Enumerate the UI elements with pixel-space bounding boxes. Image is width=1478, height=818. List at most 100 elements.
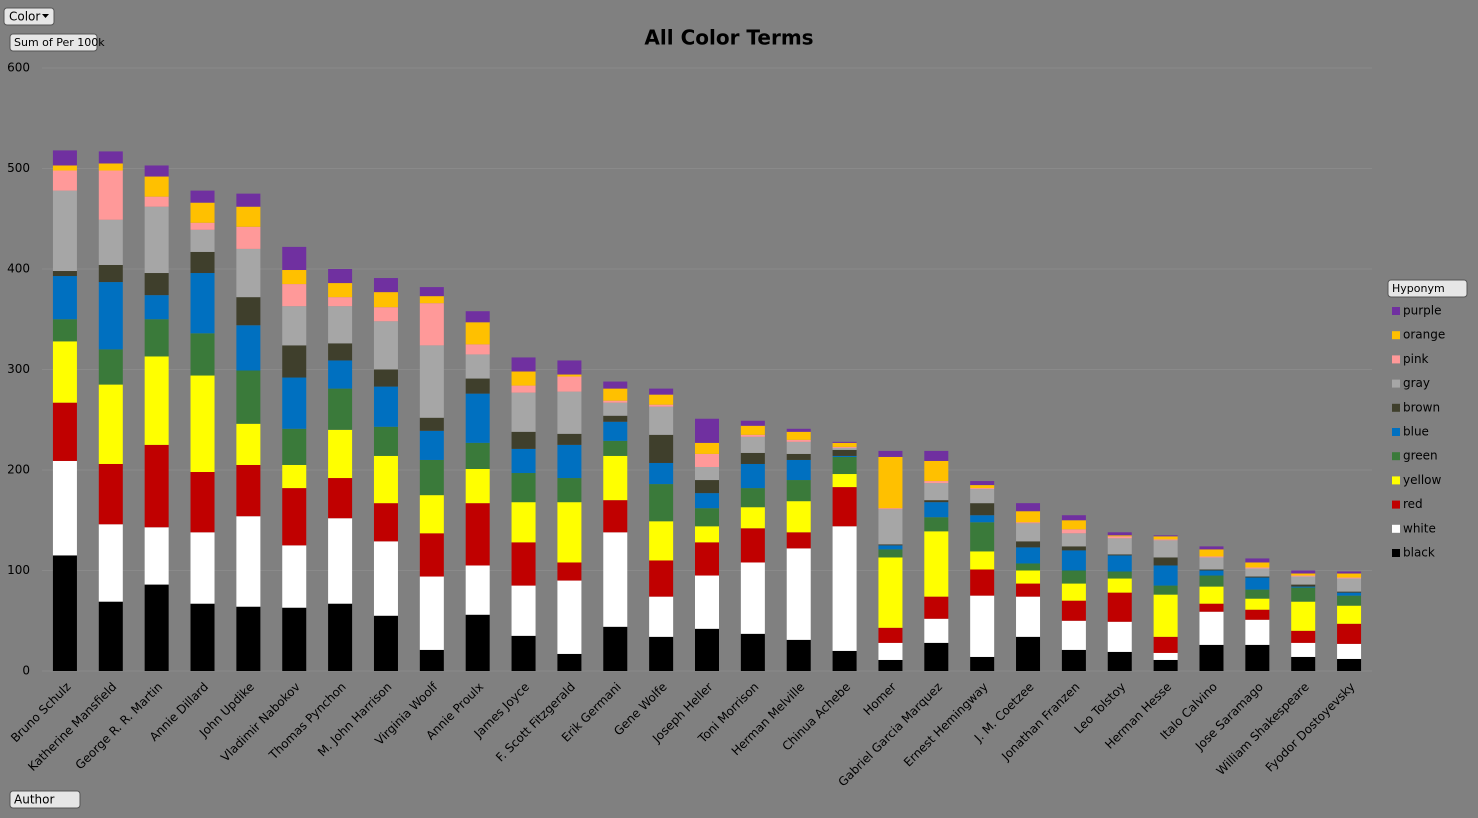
bar-segment — [970, 522, 995, 552]
bar-segment — [511, 392, 536, 432]
bar-segment — [557, 360, 582, 375]
bar-segment — [1016, 523, 1041, 542]
bar-segment — [1337, 605, 1362, 624]
bar-segment — [740, 425, 765, 435]
bar-segment — [786, 428, 811, 432]
bar-segment — [557, 478, 582, 503]
bar-segment — [740, 528, 765, 563]
bar-segment — [190, 273, 215, 334]
legend-label: yellow — [1403, 473, 1441, 487]
bar-segment — [465, 378, 490, 394]
bar-segment — [144, 273, 169, 296]
bar-segment — [649, 434, 674, 463]
bar-segment — [924, 596, 949, 619]
bar-segment — [603, 532, 628, 627]
bar-segment — [1061, 546, 1086, 551]
bar-segment — [1337, 592, 1362, 596]
bar-segment — [511, 385, 536, 393]
bar-segment — [144, 584, 169, 671]
axis-field-label: Author — [14, 793, 54, 807]
bar-segment — [1016, 636, 1041, 671]
value-field-button[interactable] — [9, 33, 98, 52]
bar-segment — [695, 480, 719, 494]
legend-label: gray — [1403, 376, 1430, 390]
bar-segment — [786, 639, 811, 671]
bar-segment — [970, 569, 995, 596]
bar-segment — [52, 271, 77, 277]
axis-field-button[interactable] — [9, 790, 81, 809]
bar-segment — [603, 421, 628, 441]
bar-segment — [1016, 583, 1041, 597]
bar-segment — [1061, 620, 1086, 650]
bar-segment — [1199, 546, 1224, 550]
bar-segment — [603, 626, 628, 671]
bar-segment — [603, 400, 628, 403]
bar-segment — [1245, 619, 1270, 645]
dropdown-arrow — [42, 14, 49, 18]
bar-segment — [786, 501, 811, 533]
bar-segment — [1199, 549, 1224, 557]
bar-segment — [98, 384, 123, 464]
bar-segment — [1061, 529, 1086, 534]
bar-segment — [282, 345, 307, 378]
bar-segment — [1153, 585, 1178, 595]
bar-segment — [786, 548, 811, 640]
bar-segment — [511, 448, 536, 474]
bar-segment — [1016, 522, 1041, 524]
bar-segment — [511, 371, 536, 386]
bar-segment — [786, 439, 811, 442]
bar-segment — [419, 459, 444, 496]
bar-segment — [511, 635, 536, 671]
bar-segment — [98, 463, 123, 525]
bar-segment — [924, 642, 949, 671]
bar-segment — [740, 633, 765, 671]
bar-segment — [649, 484, 674, 522]
bar-segment — [52, 165, 77, 171]
bar-segment — [144, 295, 169, 320]
bar-segment — [970, 488, 995, 490]
bar-segment — [190, 603, 215, 671]
bar-segment — [1245, 568, 1270, 577]
bar-segment — [52, 150, 77, 166]
bar-segment — [786, 441, 811, 454]
bar-segment — [419, 576, 444, 650]
bar-segment — [1016, 503, 1041, 512]
bar-segment — [878, 450, 903, 457]
bar-segment — [649, 404, 674, 407]
bar-segment — [282, 306, 307, 346]
bar-segment — [1061, 533, 1086, 547]
bar-segment — [924, 481, 949, 484]
legend-label: black — [1403, 546, 1435, 560]
bar-segment — [740, 507, 765, 529]
bar-segment — [465, 614, 490, 671]
bar-segment — [1107, 651, 1132, 671]
bar-segment — [649, 388, 674, 395]
bar-segment — [1337, 571, 1362, 574]
bar-segment — [236, 423, 261, 465]
bar-segment — [1199, 557, 1224, 570]
bar-segment — [1245, 576, 1270, 578]
bar-segment — [282, 284, 307, 307]
legend-label: red — [1403, 497, 1423, 511]
bar-segment — [373, 321, 398, 370]
bar-segment — [144, 319, 169, 357]
bar-segment — [832, 526, 857, 651]
legend-swatch — [1392, 403, 1400, 412]
bar-segment — [878, 456, 903, 509]
bar-segment — [878, 549, 903, 558]
bar-segment — [52, 170, 77, 191]
legend-label: blue — [1403, 425, 1429, 439]
legend-label: green — [1403, 449, 1438, 463]
legend-field-button[interactable] — [1387, 279, 1468, 298]
color-filter-button[interactable] — [3, 7, 55, 26]
bar-segment — [1016, 547, 1041, 564]
bar-segment — [970, 551, 995, 570]
bar-segment — [832, 487, 857, 527]
bar-segment — [878, 545, 903, 550]
bar-segment — [1153, 557, 1178, 566]
bar-segment — [1153, 594, 1178, 637]
bar-segment — [1107, 536, 1132, 539]
bar-segment — [1153, 539, 1178, 541]
bar-segment — [649, 394, 674, 405]
